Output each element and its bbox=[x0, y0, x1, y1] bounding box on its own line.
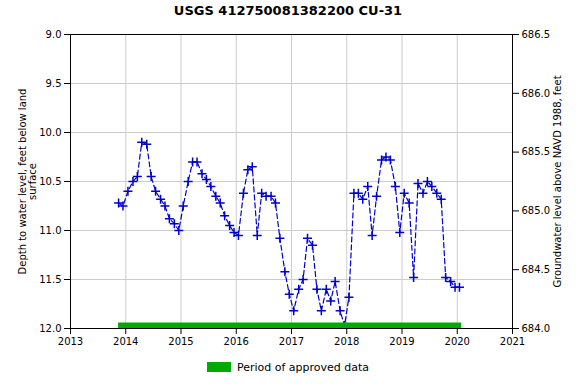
svg-text:2013: 2013 bbox=[58, 336, 83, 347]
html-text:USGS 412750081382200 CU-31: USGS 412750081382200 CU-31 bbox=[173, 3, 403, 18]
svg-text:684.5: 684.5 bbox=[522, 264, 551, 275]
svg-text:2020: 2020 bbox=[445, 336, 470, 347]
svg-text:684.0: 684.0 bbox=[522, 323, 551, 334]
svg-text:Groundwater level above NAVD 1: Groundwater level above NAVD 1988, feet bbox=[552, 75, 563, 287]
svg-text:11.0: 11.0 bbox=[39, 225, 61, 236]
html-text:Period of approved data: Period of approved data bbox=[236, 360, 370, 374]
svg-text:686.0: 686.0 bbox=[522, 88, 551, 99]
svg-text:686.5: 686.5 bbox=[522, 29, 551, 40]
svg-text:10.5: 10.5 bbox=[39, 176, 61, 187]
svg-text:685.0: 685.0 bbox=[522, 205, 551, 216]
svg-text:685.5: 685.5 bbox=[522, 146, 551, 157]
svg-text:2014: 2014 bbox=[113, 336, 138, 347]
svg-text:2017: 2017 bbox=[279, 336, 304, 347]
svg-text:9.5: 9.5 bbox=[46, 78, 62, 89]
svg-text:10.0: 10.0 bbox=[39, 127, 61, 138]
svg-text:11.5: 11.5 bbox=[39, 274, 61, 285]
svg-text:2018: 2018 bbox=[334, 336, 359, 347]
svg-text:2019: 2019 bbox=[389, 336, 414, 347]
svg-text:2016: 2016 bbox=[224, 336, 249, 347]
svg-text:12.0: 12.0 bbox=[39, 323, 61, 334]
svg-text:Depth to water level, feet bel: Depth to water level, feet below landsur… bbox=[17, 89, 38, 275]
svg-text:9.0: 9.0 bbox=[46, 29, 62, 40]
svg-text:2015: 2015 bbox=[168, 336, 193, 347]
svg-text:2021: 2021 bbox=[500, 336, 525, 347]
